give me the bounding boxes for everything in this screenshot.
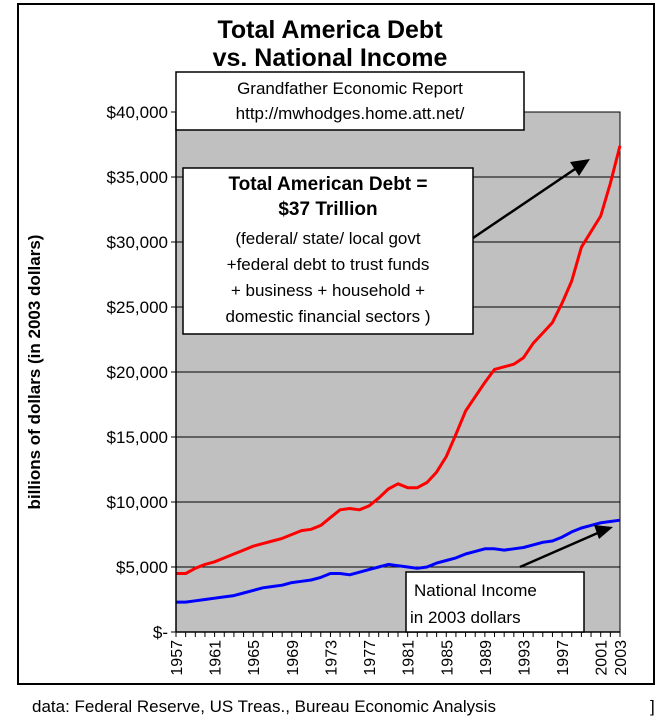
- footer-bracket: ]: [650, 697, 655, 716]
- income-arrowhead: [594, 525, 613, 539]
- income-annotation-line-2: in 2003 dollars: [410, 608, 521, 627]
- x-tick-label: 1977: [362, 640, 379, 676]
- debt-annotation-box: [182, 167, 474, 335]
- debt-annotation-line-1: (federal/ state/ local govt: [235, 229, 420, 248]
- y-tick-label: $30,000: [107, 233, 168, 252]
- income-series-line: [176, 518, 621, 604]
- y-tick-label: $-: [153, 623, 168, 642]
- income-annotation-line-1: National Income: [414, 581, 537, 600]
- y-tick-label: $25,000: [107, 298, 168, 317]
- chart-title-line-2: vs. National Income: [213, 44, 448, 72]
- y-axis-ticks: $- $5,000 $10,000 $15,000 $20,000 $25,000 $30,…: [107, 103, 176, 642]
- debt-annotation-line-4: domestic financial sectors ): [225, 307, 430, 326]
- debt-series-line: [176, 145, 622, 575]
- x-tick-label: 1969: [285, 640, 302, 676]
- x-tick-label: 1993: [516, 640, 533, 676]
- x-tick-label: 1997: [555, 640, 572, 676]
- data-source-footer: data: Federal Reserve, US Treas., Bureau…: [32, 697, 496, 716]
- x-tick-label: 1965: [246, 640, 263, 676]
- income-arrow: [519, 530, 601, 569]
- y-tick-label: $5,000: [116, 558, 168, 577]
- y-tick-label: $20,000: [107, 363, 168, 382]
- debt-arrow: [472, 165, 579, 240]
- x-tick-label: 2001: [594, 640, 611, 676]
- x-tick-label: 1985: [439, 640, 456, 676]
- y-tick-label: $35,000: [107, 168, 168, 187]
- debt-annotation-bold-2: $37 Trillion: [278, 199, 377, 220]
- debt-annotation-line-3: + business + household +: [231, 281, 425, 300]
- y-tick-label: $15,000: [107, 428, 168, 447]
- income-annotation-box: [405, 571, 585, 633]
- x-tick-label: 1973: [323, 640, 340, 676]
- y-tick-label: $40,000: [107, 103, 168, 122]
- source-box: [175, 71, 525, 131]
- x-tick-label: 1961: [208, 640, 225, 676]
- debt-annotation-line-2: +federal debt to trust funds: [227, 255, 430, 274]
- x-tick-label: 1957: [169, 640, 186, 676]
- chart-title-line-1: Total America Debt: [217, 16, 443, 44]
- y-tick-label: $10,000: [107, 493, 168, 512]
- x-tick-label: 1989: [478, 640, 495, 676]
- source-line-2: http://mwhodges.home.att.net/: [236, 104, 465, 123]
- series-lines: [176, 145, 622, 604]
- x-tick-label: 1981: [401, 640, 418, 676]
- debt-arrowhead: [570, 159, 590, 176]
- debt-annotation-bold-1: Total American Debt =: [228, 174, 427, 195]
- y-axis-label: billions of dollars (in 2003 dollars): [25, 235, 44, 510]
- x-axis-ticks: 1957 1961 1965 1969 1973 1977 1981 1985 1989 1993…: [169, 632, 630, 676]
- source-line-1: Grandfather Economic Report: [237, 79, 463, 98]
- x-tick-label: 2003: [613, 640, 630, 676]
